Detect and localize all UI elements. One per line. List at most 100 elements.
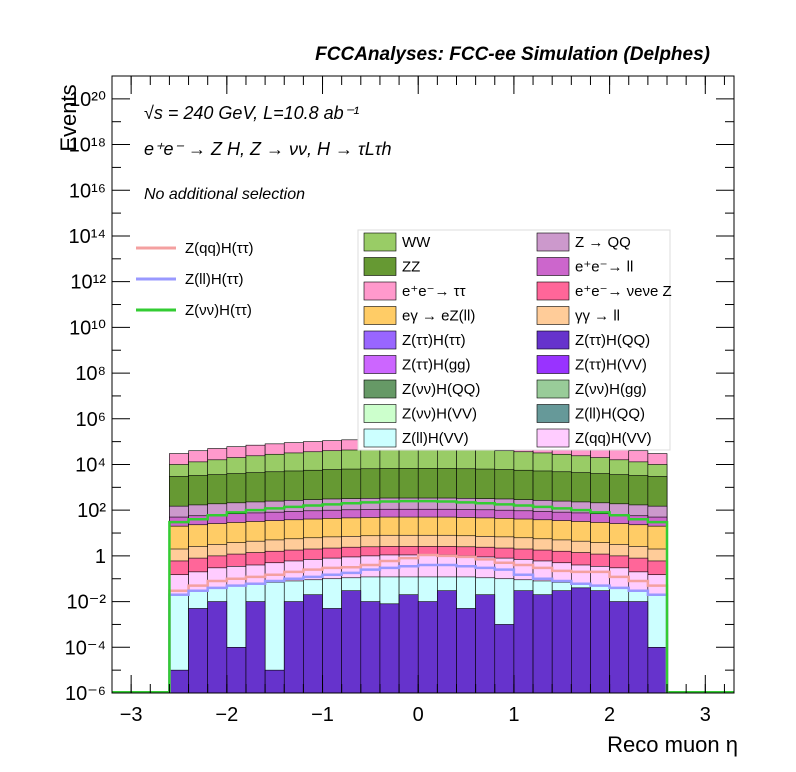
bar-Ztautau_HQQ-1 bbox=[188, 608, 208, 694]
legend-label: Z(νν)H(VV) bbox=[402, 406, 477, 423]
bar-Ztautau_HQQ-20 bbox=[551, 590, 572, 694]
legend-label: Z(νν)H(QQ) bbox=[402, 381, 480, 398]
x-axis-label: Reco muon η bbox=[607, 732, 738, 757]
y-tick-label: 10¹⁴ bbox=[69, 226, 107, 248]
x-tick-label: 1 bbox=[508, 704, 519, 726]
legend-swatch bbox=[536, 281, 570, 301]
y-tick-label: 10¹⁶ bbox=[69, 180, 106, 202]
legend-swatch bbox=[536, 330, 570, 350]
signal-lines bbox=[168, 499, 669, 693]
legend-swatch bbox=[363, 232, 397, 252]
legend-swatch bbox=[536, 306, 570, 325]
legend-label: Z → QQ bbox=[575, 234, 631, 251]
x-tick-label: −1 bbox=[311, 704, 334, 726]
legend-line-label: Z(ll)H(ττ) bbox=[185, 271, 244, 288]
y-axis-label: Events bbox=[56, 84, 81, 151]
bar-Ztautau_HQQ-3 bbox=[226, 646, 247, 694]
legend-swatch bbox=[363, 330, 397, 350]
legend-label: e⁺e⁻→ νeνe Z bbox=[575, 283, 672, 300]
legend-swatch bbox=[363, 379, 397, 399]
y-tick-label: 10¹⁰ bbox=[69, 317, 106, 339]
y-tick-label: 1 bbox=[95, 546, 106, 568]
line-Znunu_Htautau bbox=[168, 499, 669, 693]
bar-Ztautau_HQQ-9 bbox=[341, 590, 362, 694]
line-Zll_Htautau bbox=[168, 563, 669, 693]
bar-Ztautau_HQQ-7 bbox=[303, 594, 323, 694]
x-tick-label: 0 bbox=[413, 704, 424, 726]
bar-Ztautau_HQQ-18 bbox=[513, 590, 534, 694]
legend-label: Z(νν)H(gg) bbox=[575, 381, 647, 398]
bar-Ztautau_HQQ-8 bbox=[322, 608, 342, 694]
legend-swatch bbox=[536, 379, 570, 399]
y-tick-label: 10⁸ bbox=[75, 363, 106, 385]
legend-swatch bbox=[536, 355, 570, 374]
bar-Ztautau_HQQ-16 bbox=[475, 594, 496, 694]
x-tick-label: −3 bbox=[120, 704, 143, 726]
bar-Ztautau_HQQ-22 bbox=[590, 590, 610, 694]
bar-Ztautau_HQQ-19 bbox=[532, 594, 553, 694]
legend-swatch bbox=[536, 232, 570, 252]
y-tick-label: 10² bbox=[77, 500, 106, 522]
bar-Ztautau_HQQ-23 bbox=[609, 601, 630, 694]
axis-ticks: −3 −2 −1 0 1 2 3 10⁻⁶ 10⁻⁴ 10⁻² 1 10² 10⁴ 10⁶ 10⁸ 10¹⁰ 1… bbox=[65, 75, 734, 726]
legend-swatch bbox=[363, 404, 397, 423]
legend-swatch bbox=[363, 281, 397, 301]
annotations: FCCAnalyses: FCC-ee Simulation (Delphes)… bbox=[56, 44, 738, 757]
plot-frame bbox=[111, 75, 735, 694]
selection-annotation: No additional selection bbox=[144, 186, 305, 203]
bar-Ztautau_HQQ-14 bbox=[437, 590, 457, 694]
legend-label: Z(ll)H(QQ) bbox=[575, 406, 645, 423]
legend-label: Z(ττ)H(VV) bbox=[575, 357, 647, 374]
x-tick-label: 2 bbox=[604, 704, 615, 726]
bar-Ztautau_HQQ-11 bbox=[379, 603, 400, 694]
legend-swatch bbox=[536, 428, 570, 448]
legend-swatch bbox=[536, 257, 570, 276]
bar-Ztautau_HQQ-2 bbox=[207, 601, 228, 694]
legend-swatch bbox=[363, 306, 397, 325]
legend-label: Z(ττ)H(QQ) bbox=[575, 332, 650, 349]
y-tick-label: 10²⁰ bbox=[69, 89, 106, 111]
bar-Ztautau_HQQ-17 bbox=[494, 624, 515, 694]
bar-Ztautau_HQQ-12 bbox=[398, 594, 419, 694]
energy-annotation: √s = 240 GeV, L=10.8 ab⁻¹ bbox=[144, 103, 359, 123]
y-tick-label: 10⁻⁴ bbox=[65, 637, 106, 659]
legend-swatch bbox=[363, 355, 397, 374]
legend-swatch bbox=[363, 257, 397, 276]
legend-swatch bbox=[536, 404, 570, 423]
process-annotation: e⁺e⁻ → Z H, Z → νν, H → τLτh bbox=[144, 139, 392, 159]
legend-label: eγ → eZ(ll) bbox=[402, 308, 475, 325]
legend-line-label: Z(νν)H(ττ) bbox=[185, 302, 252, 319]
x-tick-label: −2 bbox=[215, 704, 238, 726]
bar-Ztautau_HQQ-6 bbox=[283, 601, 304, 694]
legend-label: Z(ττ)H(gg) bbox=[402, 357, 471, 374]
legend-label: Z(ττ)H(ττ) bbox=[402, 332, 466, 349]
legend-label: e⁺e⁻→ ττ bbox=[402, 283, 466, 300]
bar-Ztautau_HQQ-13 bbox=[417, 601, 438, 694]
bar-Ztautau_HQQ-25 bbox=[647, 646, 668, 694]
bar-Ztautau_HQQ-10 bbox=[360, 601, 381, 694]
bar-Ztautau_HQQ-21 bbox=[571, 587, 591, 694]
legend-line-label: Z(qq)H(ττ) bbox=[185, 240, 254, 257]
legend-label: γγ → ll bbox=[575, 308, 620, 325]
stack-component-Ztautau_HQQ bbox=[169, 587, 668, 694]
y-tick-label: 10⁻² bbox=[67, 592, 107, 614]
chart-title: FCCAnalyses: FCC-ee Simulation (Delphes) bbox=[315, 44, 710, 65]
y-tick-label: 10⁻⁶ bbox=[65, 683, 106, 705]
bar-Ztautau_HQQ-4 bbox=[245, 601, 266, 694]
bar-Ztautau_HQQ-5 bbox=[264, 669, 285, 694]
line-Zqq_Htautau bbox=[168, 553, 669, 693]
bar-Ztautau_HQQ-0 bbox=[169, 669, 189, 694]
bar-Ztautau_HQQ-15 bbox=[456, 608, 476, 694]
legend-label: WW bbox=[402, 234, 431, 251]
y-tick-label: 10⁶ bbox=[76, 409, 106, 431]
legend-label: Z(qq)H(VV) bbox=[575, 430, 652, 447]
legend-box bbox=[357, 229, 671, 451]
y-tick-label: 10⁴ bbox=[75, 454, 106, 476]
x-tick-label: 3 bbox=[700, 704, 711, 726]
legend-label: e⁺e⁻→ ll bbox=[575, 259, 633, 276]
bar-Ztautau_HQQ-24 bbox=[628, 601, 649, 694]
legend-label: ZZ bbox=[402, 259, 420, 276]
legend-label: Z(ll)H(VV) bbox=[402, 430, 469, 447]
legend-swatch bbox=[363, 428, 397, 448]
